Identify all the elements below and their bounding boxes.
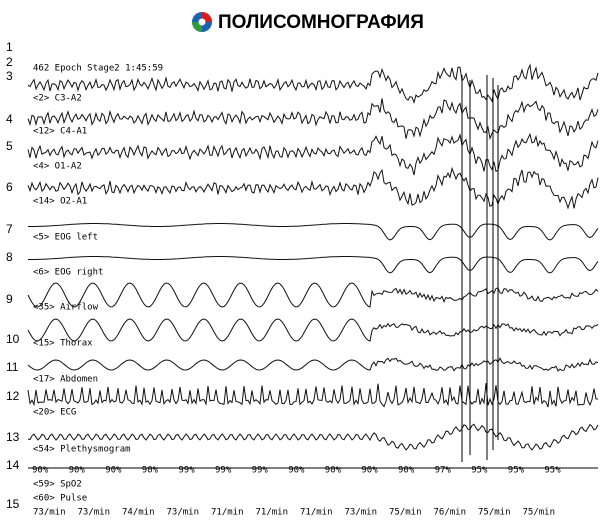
spo2-value: 95%: [508, 466, 525, 476]
spo2-value: 90%: [142, 466, 159, 476]
spo2-value: 90%: [361, 466, 378, 476]
pulse-value: 75/min: [389, 508, 422, 518]
pulse-value: 71/min: [211, 508, 244, 518]
row-number: 14: [6, 458, 20, 472]
channel-label: <54> Plethysmogram: [33, 445, 131, 455]
channel-label: <14> O2-A1: [33, 197, 87, 207]
spo2-value: 95%: [544, 466, 561, 476]
row-number: 3: [6, 69, 13, 83]
logo: [192, 12, 212, 32]
waveform: [27, 282, 599, 308]
channel-label: <17> Abdomen: [33, 375, 98, 385]
spo2-value: 99%: [178, 466, 195, 476]
row-number: 11: [6, 360, 19, 374]
row-number: 1: [6, 40, 13, 54]
row-number: 10: [6, 332, 20, 346]
spo2-value: 99%: [252, 466, 269, 476]
spo2-value: 90%: [69, 466, 86, 476]
row-number: 9: [6, 292, 13, 306]
channel-label: <20> ECG: [33, 408, 76, 418]
channel-label: <4> O1-A2: [33, 162, 82, 172]
waveform: [27, 423, 599, 451]
waveform: [27, 383, 599, 408]
row-number: 6: [6, 180, 13, 194]
waveform: [28, 223, 599, 241]
pulse-value: 71/min: [256, 508, 289, 518]
channel-label: <5> EOG left: [33, 233, 98, 243]
row-number: 8: [6, 250, 13, 264]
spo2-value: 97%: [435, 466, 452, 476]
row-number: 12: [6, 389, 20, 403]
channel-label: <59> SpO2: [33, 480, 82, 490]
pulse-value: 76/min: [434, 508, 467, 518]
artifact-lines: [461, 75, 499, 462]
row-number: 4: [6, 112, 13, 126]
pulse-value: 74/min: [122, 508, 155, 518]
row-number: 7: [6, 222, 13, 236]
pulse-value: 73/min: [345, 508, 378, 518]
title: ПОЛИСОМНОГРАФИЯ: [218, 12, 424, 33]
spo2-value: 90%: [105, 466, 122, 476]
spo2-value: 90%: [32, 466, 49, 476]
pulse-value: 75/min: [478, 508, 511, 518]
spo2-value: 95%: [471, 466, 488, 476]
waveforms: [27, 63, 599, 451]
row-number: 2: [6, 55, 13, 69]
waveform: [27, 63, 599, 105]
pulse-value: 73/min: [33, 508, 66, 518]
spo2-value: 90%: [325, 466, 342, 476]
row-number: 5: [6, 139, 13, 153]
waveform: [27, 98, 599, 141]
row-number: 13: [6, 430, 20, 444]
channel-label: <35> Airflow: [33, 303, 99, 313]
pulse-value: 73/min: [167, 508, 200, 518]
channel-label: <6> EOG right: [33, 268, 103, 278]
channel-label: <12> C4-A1: [33, 127, 87, 137]
row-number: 15: [6, 497, 20, 511]
waveform: [27, 318, 599, 342]
waveform: [27, 166, 599, 210]
waveform: [27, 357, 599, 372]
epoch-info: 462 Epoch Stage2 1:45:59: [33, 64, 163, 74]
spo2-value: 90%: [288, 466, 305, 476]
spo2-value: 90%: [398, 466, 415, 476]
spo2-value: 99%: [215, 466, 232, 476]
pulse-value: 75/min: [523, 508, 556, 518]
channel-label: <15> Thorax: [33, 339, 93, 349]
channel-label: <2> C3-A2: [33, 94, 82, 104]
waveform: [28, 256, 599, 274]
waveform: [27, 132, 599, 176]
channel-label: <60> Pulse: [33, 494, 87, 504]
pulse-value: 73/min: [78, 508, 111, 518]
pulse-value: 71/min: [300, 508, 333, 518]
